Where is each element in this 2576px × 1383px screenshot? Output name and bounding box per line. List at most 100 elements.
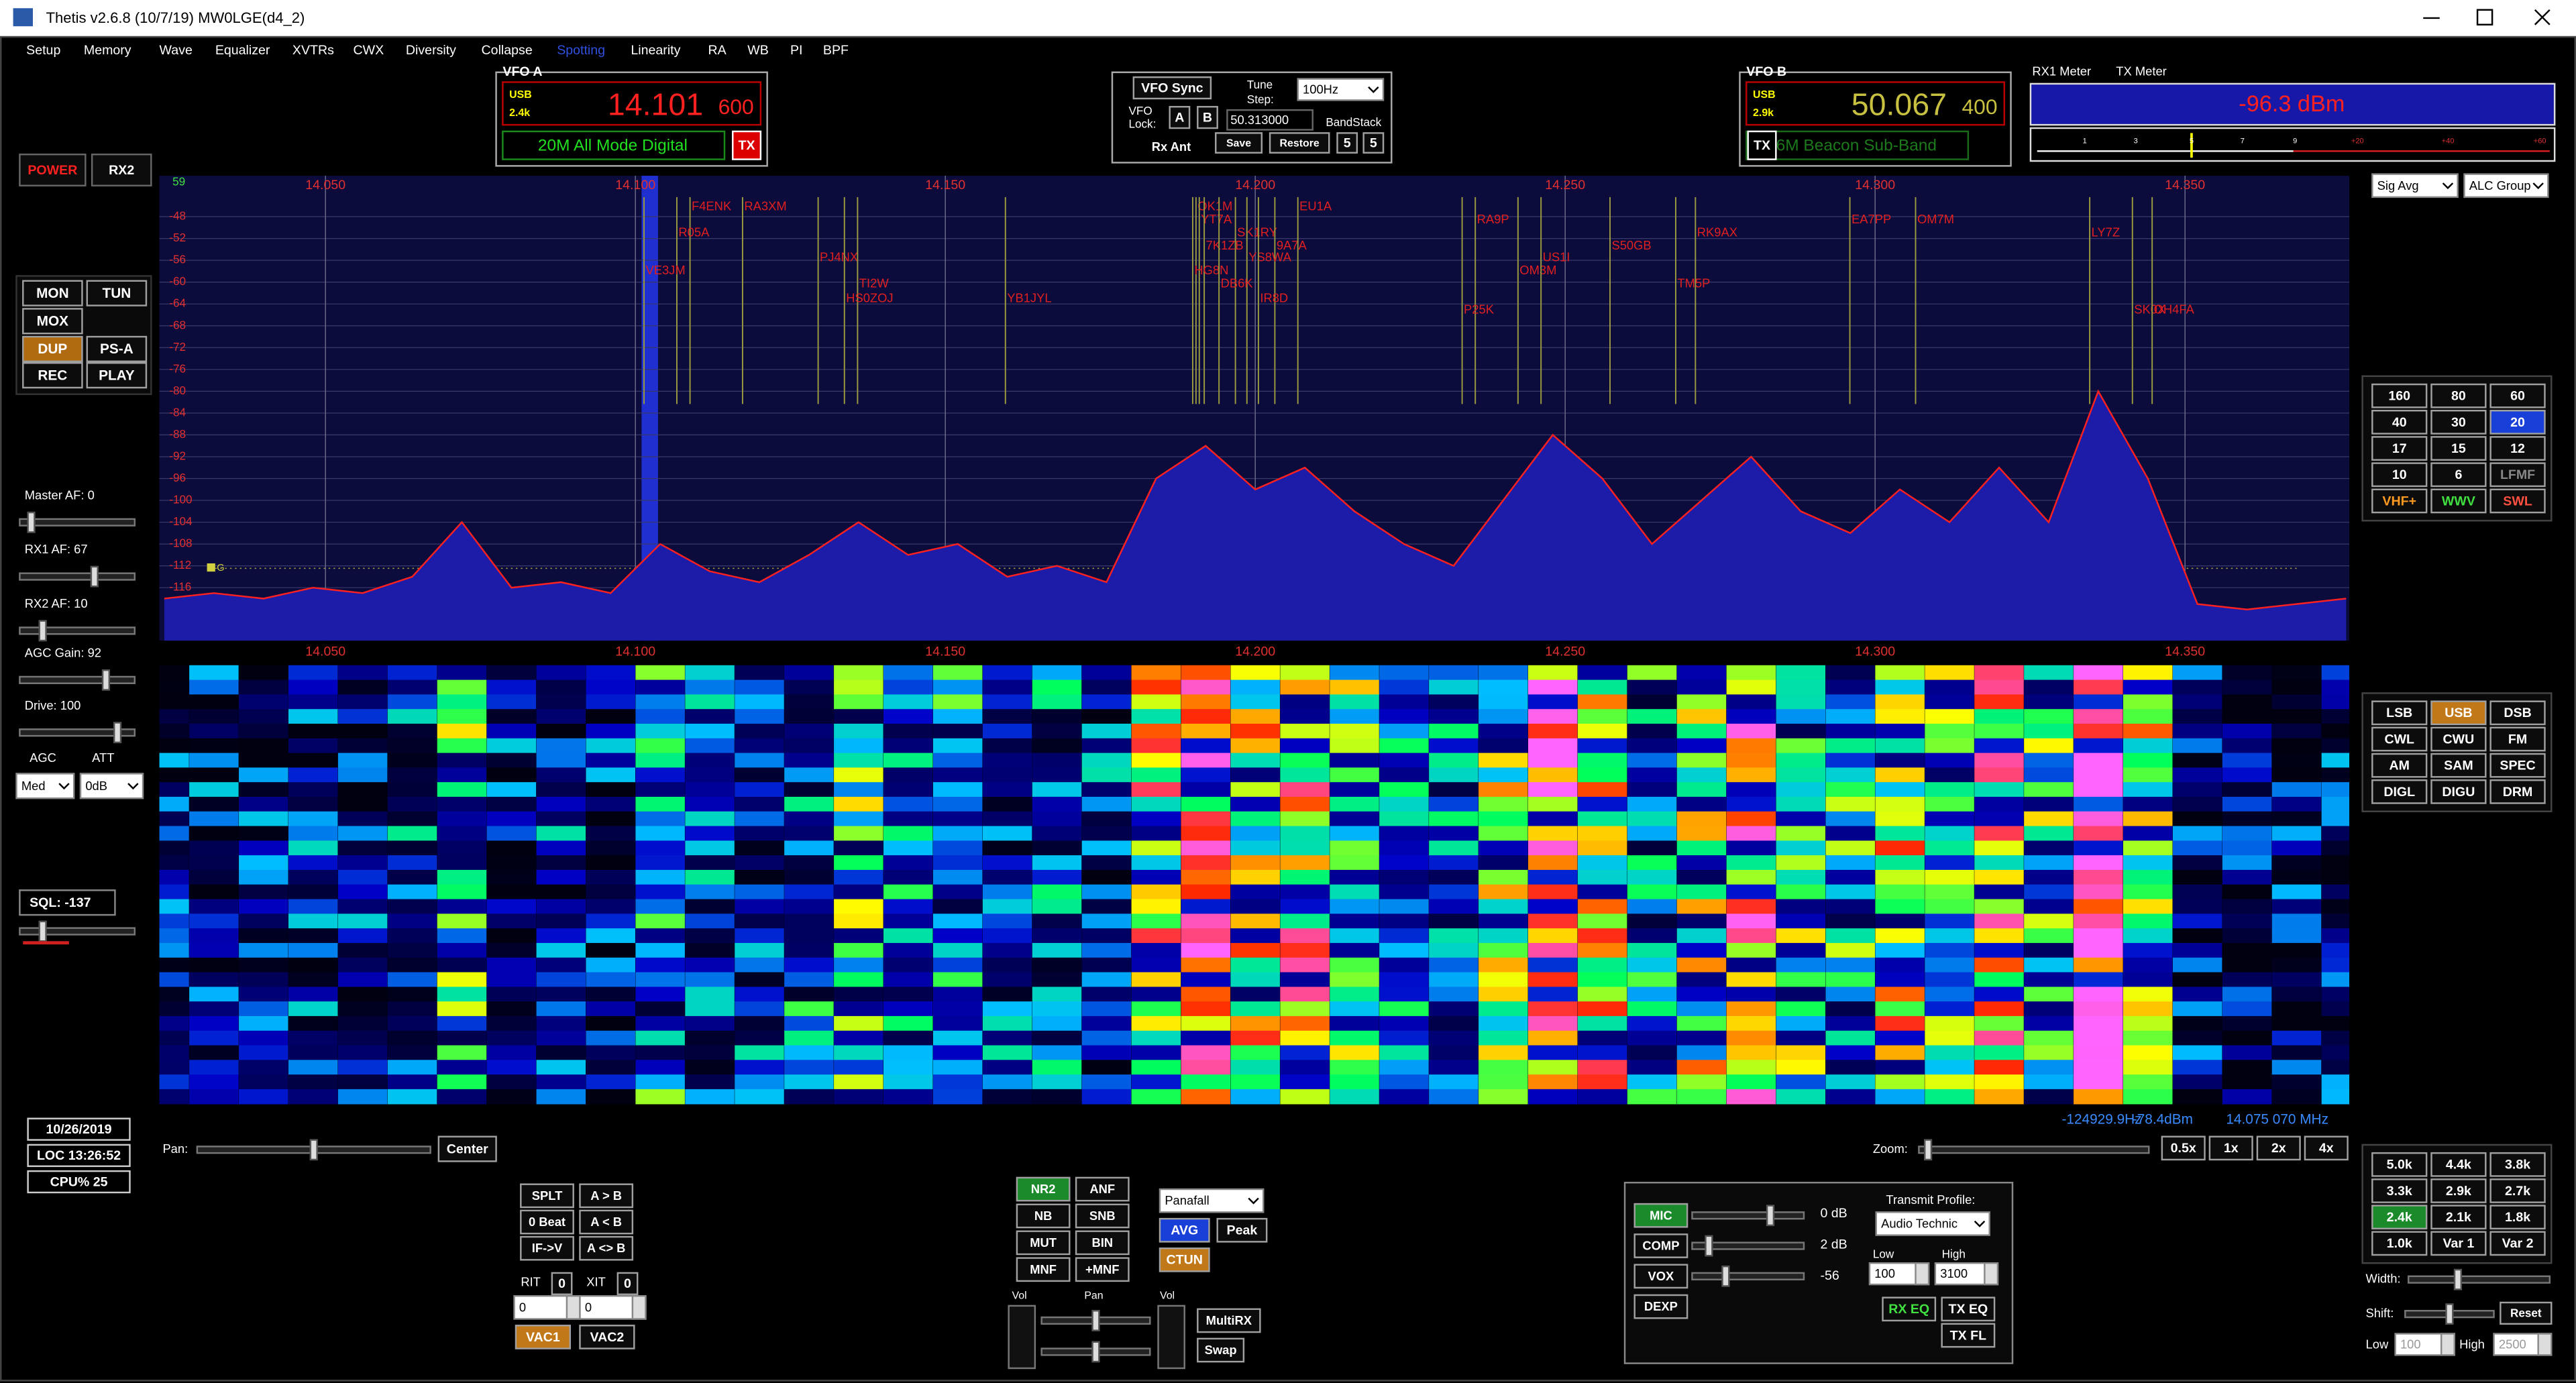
button[interactable] xyxy=(2371,700,2428,726)
button[interactable] xyxy=(2371,753,2428,778)
dropdown[interactable] xyxy=(2371,173,2459,199)
button[interactable] xyxy=(2489,1178,2546,1203)
button[interactable] xyxy=(2371,410,2428,435)
dropdown[interactable] xyxy=(1297,78,1385,101)
button[interactable] xyxy=(2371,383,2428,408)
slider-track[interactable] xyxy=(2407,1275,2551,1284)
button[interactable] xyxy=(2371,1205,2428,1230)
dropdown[interactable] xyxy=(79,773,144,799)
button[interactable] xyxy=(1075,1257,1130,1282)
button[interactable] xyxy=(2161,1136,2206,1161)
slider-track[interactable] xyxy=(19,675,136,684)
button[interactable] xyxy=(2430,779,2487,804)
button[interactable] xyxy=(2371,1152,2428,1177)
button[interactable] xyxy=(2371,436,2428,461)
spin-buttons[interactable] xyxy=(2537,1333,2553,1356)
slider-thumb[interactable] xyxy=(27,511,36,533)
slider-track[interactable] xyxy=(1691,1272,1805,1280)
button[interactable] xyxy=(520,1235,574,1261)
button[interactable] xyxy=(2489,726,2546,752)
button[interactable] xyxy=(2304,1136,2349,1161)
button[interactable] xyxy=(2489,436,2546,461)
slider-thumb[interactable] xyxy=(1766,1205,1775,1227)
button[interactable] xyxy=(2371,1231,2428,1256)
button[interactable] xyxy=(2430,700,2487,726)
button[interactable] xyxy=(732,130,762,160)
slider-track[interactable] xyxy=(1691,1211,1805,1220)
button[interactable] xyxy=(1336,132,1358,154)
slider-thumb[interactable] xyxy=(38,620,47,642)
button[interactable] xyxy=(520,1209,574,1235)
dropdown[interactable] xyxy=(1159,1188,1265,1213)
button[interactable] xyxy=(2489,488,2546,514)
button[interactable] xyxy=(1197,105,1218,129)
button[interactable] xyxy=(1132,76,1212,100)
button[interactable] xyxy=(1075,1203,1130,1229)
spin-buttons[interactable] xyxy=(1984,1262,1999,1286)
button[interactable] xyxy=(2489,383,2546,408)
button[interactable] xyxy=(86,335,148,362)
slider-track[interactable] xyxy=(1918,1146,2150,1154)
button[interactable] xyxy=(2489,1152,2546,1177)
button[interactable] xyxy=(515,1325,572,1349)
button[interactable] xyxy=(2489,410,2546,435)
button[interactable] xyxy=(2489,700,2546,726)
slider-thumb[interactable] xyxy=(2445,1303,2454,1325)
button[interactable] xyxy=(551,1272,573,1295)
button[interactable] xyxy=(1159,1247,1210,1272)
slider-track[interactable] xyxy=(19,626,136,635)
button[interactable] xyxy=(579,1209,634,1235)
button[interactable] xyxy=(1016,1203,1071,1229)
squelch-button[interactable] xyxy=(19,889,116,916)
button[interactable] xyxy=(579,1325,635,1349)
button[interactable] xyxy=(1075,1230,1130,1256)
slider-thumb[interactable] xyxy=(1705,1235,1713,1257)
button[interactable] xyxy=(579,1235,634,1261)
button[interactable] xyxy=(2371,779,2428,804)
button[interactable] xyxy=(86,362,148,389)
button[interactable] xyxy=(1269,132,1330,154)
button[interactable] xyxy=(1941,1296,1996,1322)
button[interactable] xyxy=(2208,1136,2253,1161)
button[interactable] xyxy=(22,280,83,307)
button[interactable] xyxy=(86,280,148,307)
button[interactable] xyxy=(2430,1205,2487,1230)
button[interactable] xyxy=(2430,383,2487,408)
button[interactable] xyxy=(1633,1294,1688,1319)
button[interactable] xyxy=(437,1136,497,1162)
button[interactable] xyxy=(2430,462,2487,488)
slider-thumb[interactable] xyxy=(1923,1139,1933,1161)
slider-thumb[interactable] xyxy=(1721,1265,1730,1287)
button[interactable] xyxy=(2430,410,2487,435)
close-button[interactable] xyxy=(2534,9,2551,25)
dropdown[interactable] xyxy=(1875,1211,1990,1236)
slider-thumb[interactable] xyxy=(1091,1310,1100,1331)
button[interactable] xyxy=(2430,1231,2487,1256)
slider-thumb[interactable] xyxy=(38,920,47,942)
button[interactable] xyxy=(1016,1257,1071,1282)
button[interactable] xyxy=(1633,1264,1688,1289)
button[interactable] xyxy=(1169,105,1191,129)
spin-buttons[interactable] xyxy=(631,1294,647,1320)
button[interactable] xyxy=(91,153,152,186)
button[interactable] xyxy=(22,362,83,389)
slider-track[interactable] xyxy=(1691,1241,1805,1250)
button[interactable] xyxy=(1882,1296,1937,1322)
button[interactable] xyxy=(2489,1231,2546,1256)
button[interactable] xyxy=(2371,1178,2428,1203)
button[interactable] xyxy=(2430,1152,2487,1177)
slider-thumb[interactable] xyxy=(1091,1341,1100,1363)
button[interactable] xyxy=(2371,462,2428,488)
button[interactable] xyxy=(1941,1323,1996,1348)
button[interactable] xyxy=(2430,1178,2487,1203)
button[interactable] xyxy=(19,153,87,186)
button[interactable] xyxy=(22,308,83,335)
button[interactable] xyxy=(520,1183,574,1209)
button[interactable] xyxy=(2371,488,2428,514)
button[interactable] xyxy=(1075,1176,1130,1202)
button[interactable] xyxy=(1362,132,1385,154)
slider-thumb[interactable] xyxy=(113,722,122,744)
button[interactable] xyxy=(2430,436,2487,461)
button[interactable] xyxy=(1747,130,1777,160)
button[interactable] xyxy=(1215,132,1263,154)
